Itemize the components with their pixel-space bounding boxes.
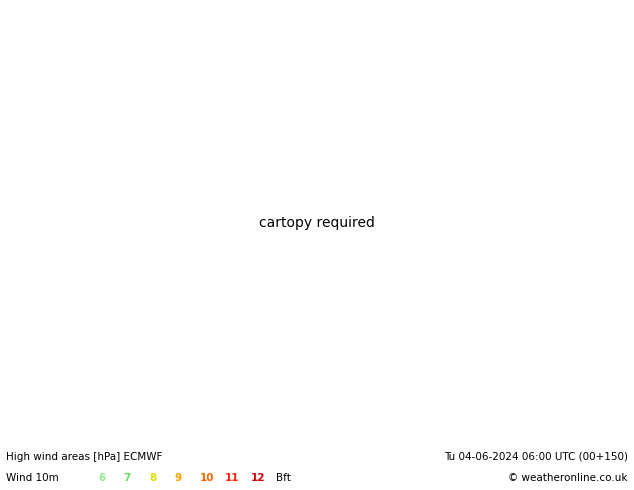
Text: Bft: Bft <box>276 473 290 483</box>
Text: 10: 10 <box>200 473 214 483</box>
Text: Wind 10m: Wind 10m <box>6 473 59 483</box>
Text: © weatheronline.co.uk: © weatheronline.co.uk <box>508 473 628 483</box>
Text: Tu 04-06-2024 06:00 UTC (00+150): Tu 04-06-2024 06:00 UTC (00+150) <box>444 452 628 462</box>
Text: 6: 6 <box>98 473 105 483</box>
Text: 12: 12 <box>250 473 265 483</box>
Text: 11: 11 <box>225 473 240 483</box>
Text: cartopy required: cartopy required <box>259 216 375 230</box>
Text: 9: 9 <box>174 473 181 483</box>
Text: High wind areas [hPa] ECMWF: High wind areas [hPa] ECMWF <box>6 452 163 462</box>
Text: 8: 8 <box>149 473 156 483</box>
Text: 7: 7 <box>124 473 131 483</box>
